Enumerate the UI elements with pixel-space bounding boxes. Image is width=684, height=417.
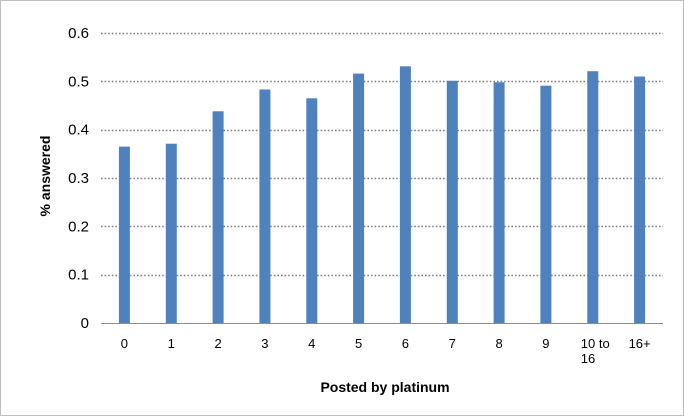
y-tick-label: 0 [81,315,89,332]
x-tick-label: 9 [542,336,549,351]
x-tick-label: 10 to 16 [581,336,610,366]
bar [165,143,177,323]
x-axis-title: Posted by platinum [320,379,449,395]
x-tick-labels: 0 1 2 3 4 5 6 7 8 9 10 to 16 16+ [121,336,651,366]
bar [399,66,411,324]
bar [353,73,365,323]
x-tick-label: 6 [402,336,409,351]
bar [493,82,505,323]
bar [118,146,130,323]
y-tick-labels: 0 0.1 0.2 0.3 0.4 0.5 0.6 [68,25,89,332]
x-tick-label: 8 [495,336,502,351]
y-tick-label: 0.6 [68,25,89,42]
bar [306,98,318,324]
bars [118,66,646,324]
x-tick-label: 16+ [629,336,651,351]
y-tick-label: 0.2 [68,218,89,235]
gridlines [101,32,663,277]
y-tick-label: 0.1 [68,267,89,284]
y-tick-label: 0.4 [68,122,89,139]
y-tick-label: 0.3 [68,170,89,187]
x-tick-label: 4 [308,336,315,351]
x-tick-label: 1 [168,336,175,351]
bar [212,111,224,323]
bar [446,80,458,323]
bar [259,89,271,323]
bar [634,76,646,323]
x-tick-label: 7 [449,336,456,351]
x-tick-label: 5 [355,336,362,351]
bar [540,85,552,323]
y-tick-label: 0.5 [68,73,89,90]
x-tick-label: 0 [121,336,128,351]
x-tick-label: 2 [214,336,221,351]
y-axis-title: % answered [37,136,53,217]
x-tick-label: 3 [261,336,268,351]
bar [587,71,599,323]
